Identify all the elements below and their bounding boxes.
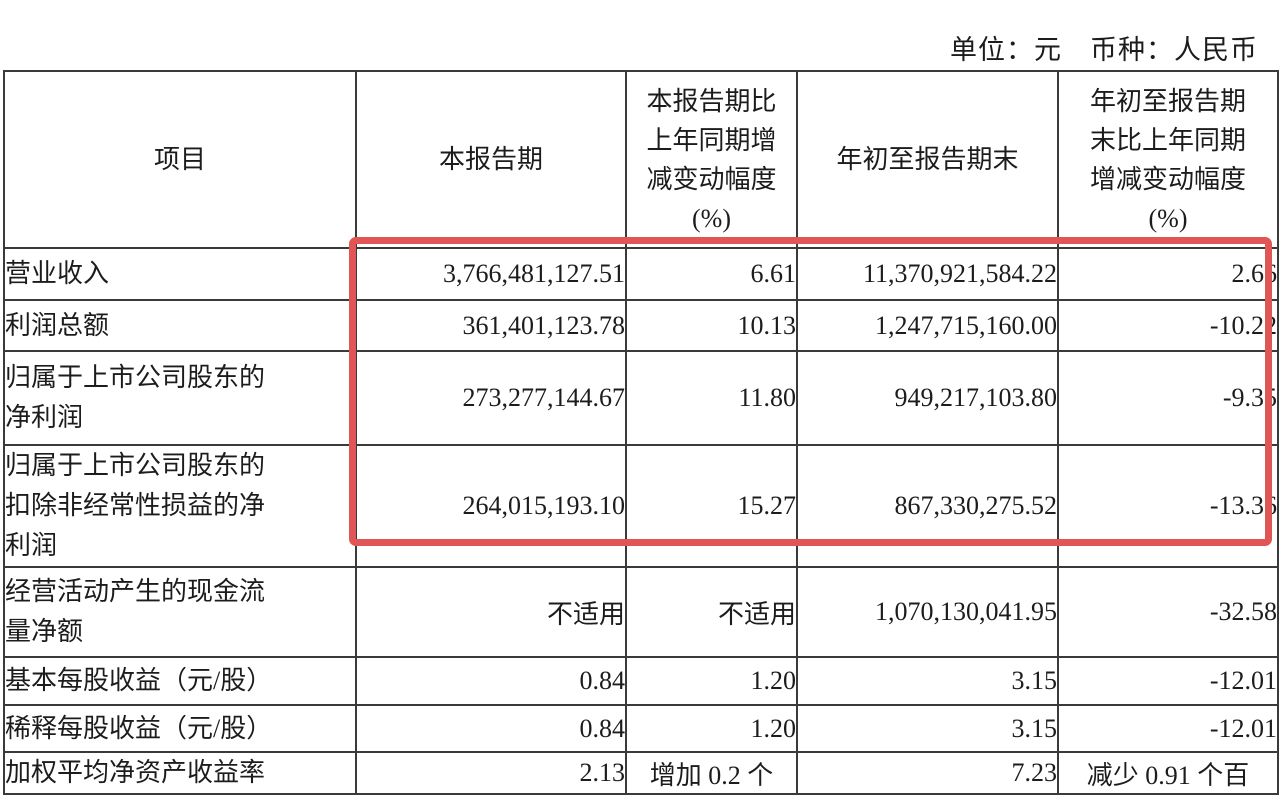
table-row-basic-eps: 基本每股收益（元/股） 0.84 1.20 3.15 -12.01 bbox=[3, 656, 1279, 706]
cell-revenue-ytd: 11,370,921,584.22 bbox=[796, 247, 1059, 301]
cell-roe-current-change: 增加 0.2 个 bbox=[625, 751, 798, 795]
table-row-revenue: 营业收入 3,766,481,127.51 6.61 11,370,921,58… bbox=[3, 247, 1279, 301]
col-header-ytd-change: 年初至报告期 末比上年同期 增减变动幅度 (%) bbox=[1057, 70, 1279, 249]
col-header-current-period-change: 本报告期比 上年同期增 减变动幅度 (%) bbox=[625, 70, 798, 249]
cell-net-profit-deducted-ytd: 867,330,275.52 bbox=[796, 444, 1059, 568]
table-row-total-profit: 利润总额 361,401,123.78 10.13 1,247,715,160.… bbox=[3, 299, 1279, 352]
cell-net-profit-ytd: 949,217,103.80 bbox=[796, 350, 1059, 446]
table-row-weighted-avg-roe: 加权平均净资产收益率 2.13 增加 0.2 个 7.23 减少 0.91 个百 bbox=[3, 751, 1279, 795]
cell-total-profit-ytd-change: -10.22 bbox=[1057, 299, 1279, 352]
table-header-row: 项目 本报告期 本报告期比 上年同期增 减变动幅度 (%) 年初至报告期末 年初… bbox=[3, 70, 1279, 249]
row-label-net-profit-attributable: 归属于上市公司股东的 净利润 bbox=[3, 350, 357, 446]
cell-diluted-eps-current-change: 1.20 bbox=[625, 704, 798, 753]
table-row-net-profit-attributable: 归属于上市公司股东的 净利润 273,277,144.67 11.80 949,… bbox=[3, 350, 1279, 446]
cell-cash-flow-ytd: 1,070,130,041.95 bbox=[796, 566, 1059, 658]
cell-cash-flow-current-change: 不适用 bbox=[625, 566, 798, 658]
row-label-diluted-eps: 稀释每股收益（元/股） bbox=[3, 704, 357, 753]
cell-net-profit-deducted-current: 264,015,193.10 bbox=[355, 444, 627, 568]
cell-cash-flow-ytd-change: -32.58 bbox=[1057, 566, 1279, 658]
row-label-total-profit: 利润总额 bbox=[3, 299, 357, 352]
cell-basic-eps-ytd: 3.15 bbox=[796, 656, 1059, 706]
col-header-item: 项目 bbox=[3, 70, 357, 249]
cell-basic-eps-ytd-change: -12.01 bbox=[1057, 656, 1279, 706]
cell-diluted-eps-ytd: 3.15 bbox=[796, 704, 1059, 753]
cell-net-profit-ytd-change: -9.35 bbox=[1057, 350, 1279, 446]
row-label-revenue: 营业收入 bbox=[3, 247, 357, 301]
cell-revenue-current: 3,766,481,127.51 bbox=[355, 247, 627, 301]
row-label-net-profit-deducted: 归属于上市公司股东的 扣除非经常性损益的净 利润 bbox=[3, 444, 357, 568]
row-label-weighted-avg-roe: 加权平均净资产收益率 bbox=[3, 751, 357, 795]
cell-revenue-current-change: 6.61 bbox=[625, 247, 798, 301]
row-label-basic-eps: 基本每股收益（元/股） bbox=[3, 656, 357, 706]
cell-total-profit-current-change: 10.13 bbox=[625, 299, 798, 352]
cell-net-profit-current: 273,277,144.67 bbox=[355, 350, 627, 446]
cell-roe-ytd: 7.23 bbox=[796, 751, 1059, 795]
cell-roe-current: 2.13 bbox=[355, 751, 627, 795]
cell-cash-flow-current: 不适用 bbox=[355, 566, 627, 658]
financial-summary-table: 项目 本报告期 本报告期比 上年同期增 减变动幅度 (%) 年初至报告期末 年初… bbox=[3, 70, 1279, 795]
cell-net-profit-current-change: 11.80 bbox=[625, 350, 798, 446]
cell-total-profit-current: 361,401,123.78 bbox=[355, 299, 627, 352]
cell-total-profit-ytd: 1,247,715,160.00 bbox=[796, 299, 1059, 352]
table-row-net-profit-deducted: 归属于上市公司股东的 扣除非经常性损益的净 利润 264,015,193.10 … bbox=[3, 444, 1279, 568]
cell-net-profit-deducted-ytd-change: -13.36 bbox=[1057, 444, 1279, 568]
row-label-operating-cash-flow: 经营活动产生的现金流 量净额 bbox=[3, 566, 357, 658]
cell-basic-eps-current: 0.84 bbox=[355, 656, 627, 706]
col-header-ytd: 年初至报告期末 bbox=[796, 70, 1059, 249]
cell-diluted-eps-ytd-change: -12.01 bbox=[1057, 704, 1279, 753]
col-header-current-period: 本报告期 bbox=[355, 70, 627, 249]
cell-basic-eps-current-change: 1.20 bbox=[625, 656, 798, 706]
cell-diluted-eps-current: 0.84 bbox=[355, 704, 627, 753]
cell-revenue-ytd-change: 2.66 bbox=[1057, 247, 1279, 301]
cell-roe-ytd-change: 减少 0.91 个百 bbox=[1057, 751, 1279, 795]
cell-net-profit-deducted-current-change: 15.27 bbox=[625, 444, 798, 568]
unit-currency-note: 单位：元 币种：人民币 bbox=[950, 35, 1258, 65]
table-row-diluted-eps: 稀释每股收益（元/股） 0.84 1.20 3.15 -12.01 bbox=[3, 704, 1279, 753]
table-row-operating-cash-flow: 经营活动产生的现金流 量净额 不适用 不适用 1,070,130,041.95 … bbox=[3, 566, 1279, 658]
